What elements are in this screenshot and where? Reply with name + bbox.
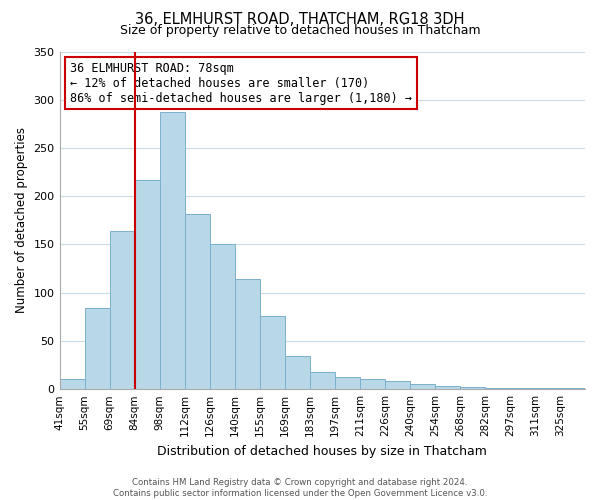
Bar xyxy=(235,279,260,389)
Bar xyxy=(335,376,360,389)
Bar xyxy=(110,231,134,389)
Bar xyxy=(134,180,160,389)
Bar xyxy=(435,386,460,389)
Bar xyxy=(260,316,285,389)
Text: Contains HM Land Registry data © Crown copyright and database right 2024.
Contai: Contains HM Land Registry data © Crown c… xyxy=(113,478,487,498)
Bar xyxy=(59,378,85,389)
Bar xyxy=(85,308,110,389)
Bar xyxy=(310,372,335,389)
Bar xyxy=(460,388,485,389)
Text: 36, ELMHURST ROAD, THATCHAM, RG18 3DH: 36, ELMHURST ROAD, THATCHAM, RG18 3DH xyxy=(135,12,465,28)
Bar xyxy=(160,112,185,389)
Bar xyxy=(209,244,235,389)
Bar xyxy=(560,388,585,389)
Y-axis label: Number of detached properties: Number of detached properties xyxy=(15,128,28,314)
Bar xyxy=(360,378,385,389)
Text: Size of property relative to detached houses in Thatcham: Size of property relative to detached ho… xyxy=(119,24,481,37)
Bar xyxy=(285,356,310,389)
Bar xyxy=(485,388,510,389)
Bar xyxy=(185,214,209,389)
Bar xyxy=(385,382,410,389)
X-axis label: Distribution of detached houses by size in Thatcham: Distribution of detached houses by size … xyxy=(157,444,487,458)
Bar xyxy=(535,388,560,389)
Text: 36 ELMHURST ROAD: 78sqm
← 12% of detached houses are smaller (170)
86% of semi-d: 36 ELMHURST ROAD: 78sqm ← 12% of detache… xyxy=(70,62,412,104)
Bar xyxy=(410,384,435,389)
Bar xyxy=(510,388,535,389)
